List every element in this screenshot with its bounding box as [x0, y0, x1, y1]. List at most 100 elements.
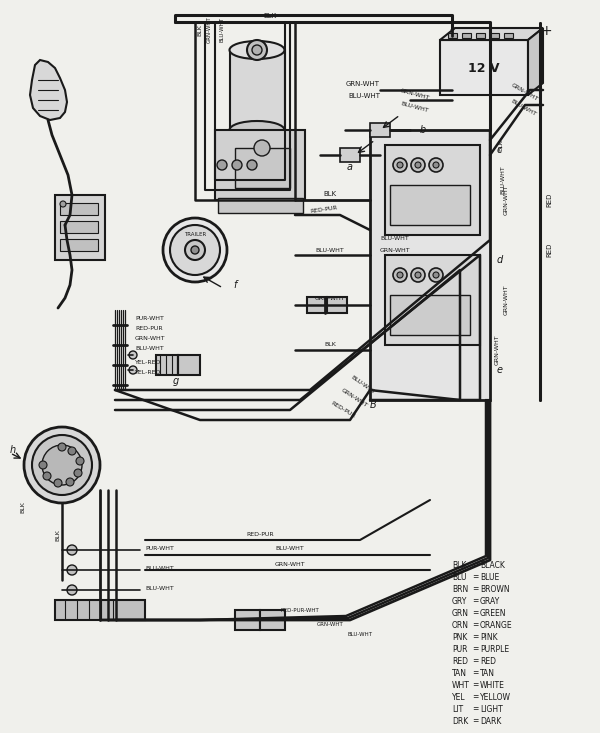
Text: ORN: ORN — [452, 621, 469, 630]
Text: BLU: BLU — [452, 572, 467, 581]
Text: BLU-WHT: BLU-WHT — [400, 101, 430, 113]
Circle shape — [170, 225, 220, 275]
Text: RED: RED — [452, 657, 468, 666]
Text: PINK: PINK — [480, 633, 497, 641]
Circle shape — [66, 478, 74, 486]
Text: GRN-WHT: GRN-WHT — [504, 185, 509, 216]
Text: g: g — [173, 376, 179, 386]
Circle shape — [415, 162, 421, 168]
Polygon shape — [528, 28, 543, 95]
Text: c: c — [497, 145, 502, 155]
Text: =: = — [472, 680, 478, 690]
Bar — [230, 50, 285, 130]
Circle shape — [433, 272, 439, 278]
Text: GRAY: GRAY — [480, 597, 500, 605]
Bar — [215, 130, 305, 200]
Text: =: = — [472, 572, 478, 581]
Text: 12 V: 12 V — [468, 62, 500, 75]
Text: PUR-WHT: PUR-WHT — [145, 545, 174, 550]
Bar — [60, 221, 98, 233]
Circle shape — [67, 565, 77, 575]
Circle shape — [76, 457, 84, 465]
Circle shape — [397, 272, 403, 278]
Circle shape — [411, 268, 425, 282]
Polygon shape — [30, 60, 67, 120]
Text: DRK: DRK — [452, 716, 468, 726]
Text: -: - — [449, 24, 454, 38]
Text: BLU-WHT: BLU-WHT — [380, 235, 409, 240]
Text: GRN-WHT: GRN-WHT — [314, 297, 346, 301]
Bar — [385, 145, 480, 235]
Text: RED: RED — [480, 657, 496, 666]
Circle shape — [252, 45, 262, 55]
Bar — [235, 610, 260, 630]
Text: BLUE: BLUE — [480, 572, 499, 581]
Text: RED-PUR: RED-PUR — [310, 205, 338, 214]
Text: BLU-WHT: BLU-WHT — [316, 248, 344, 252]
Text: GRN-WHT: GRN-WHT — [495, 335, 500, 365]
Polygon shape — [504, 33, 513, 38]
Text: YEL-RED: YEL-RED — [135, 359, 161, 364]
Text: GRN-WHT: GRN-WHT — [340, 388, 368, 408]
Text: f: f — [233, 280, 236, 290]
Text: GRN-WHT: GRN-WHT — [504, 284, 509, 315]
Circle shape — [191, 246, 199, 254]
Text: RED-PUR-WHT: RED-PUR-WHT — [281, 608, 319, 613]
Text: =: = — [472, 621, 478, 630]
Text: BLU-WHT: BLU-WHT — [135, 345, 164, 350]
Text: BLU-WHT: BLU-WHT — [275, 547, 304, 551]
Bar — [370, 123, 390, 137]
Text: BLU-WHT: BLU-WHT — [220, 18, 225, 43]
Bar — [327, 297, 347, 313]
Circle shape — [42, 445, 82, 485]
Text: GRN-WHT: GRN-WHT — [317, 622, 343, 627]
Text: =: = — [472, 561, 478, 570]
Text: GRN-WHT: GRN-WHT — [510, 82, 539, 102]
Bar — [390, 185, 470, 225]
Circle shape — [163, 218, 227, 282]
Text: GRN-WHT: GRN-WHT — [380, 248, 410, 252]
Text: BLACK: BLACK — [480, 561, 505, 570]
Circle shape — [39, 461, 47, 469]
Text: =: = — [472, 704, 478, 713]
Bar — [55, 600, 145, 620]
Text: h: h — [10, 445, 16, 455]
Polygon shape — [370, 130, 490, 400]
Bar — [156, 355, 178, 375]
Polygon shape — [440, 28, 543, 40]
Circle shape — [129, 366, 137, 374]
Circle shape — [74, 469, 82, 477]
Bar — [218, 198, 303, 213]
Text: YEL-RED: YEL-RED — [135, 369, 161, 375]
Text: PNK: PNK — [452, 633, 467, 641]
Text: BLU-WHT: BLU-WHT — [145, 565, 174, 570]
Polygon shape — [448, 33, 457, 38]
Text: BLK: BLK — [452, 561, 466, 570]
Circle shape — [429, 158, 443, 172]
Circle shape — [185, 240, 205, 260]
Bar — [307, 297, 327, 313]
Circle shape — [393, 268, 407, 282]
Text: =: = — [472, 657, 478, 666]
Circle shape — [429, 268, 443, 282]
Text: TRAILER: TRAILER — [184, 232, 206, 237]
Text: RED-PUR: RED-PUR — [246, 531, 274, 537]
Text: =: = — [472, 716, 478, 726]
Text: PUR: PUR — [452, 644, 467, 654]
Circle shape — [254, 140, 270, 156]
Circle shape — [68, 447, 76, 455]
Text: WHT: WHT — [452, 680, 470, 690]
Text: GREEN: GREEN — [480, 608, 506, 617]
Text: RED: RED — [546, 243, 552, 257]
Bar — [260, 610, 285, 630]
Text: BLU-WHT: BLU-WHT — [348, 93, 380, 99]
Text: B: B — [370, 400, 377, 410]
Text: GRN-WHT: GRN-WHT — [207, 17, 212, 43]
Text: BLU-WHT: BLU-WHT — [145, 586, 174, 591]
Text: =: = — [472, 668, 478, 677]
Polygon shape — [462, 33, 471, 38]
Text: PUR-WHT: PUR-WHT — [135, 315, 164, 320]
Text: =: = — [472, 608, 478, 617]
Text: RED-PUR: RED-PUR — [135, 325, 163, 331]
Text: =: = — [472, 633, 478, 641]
